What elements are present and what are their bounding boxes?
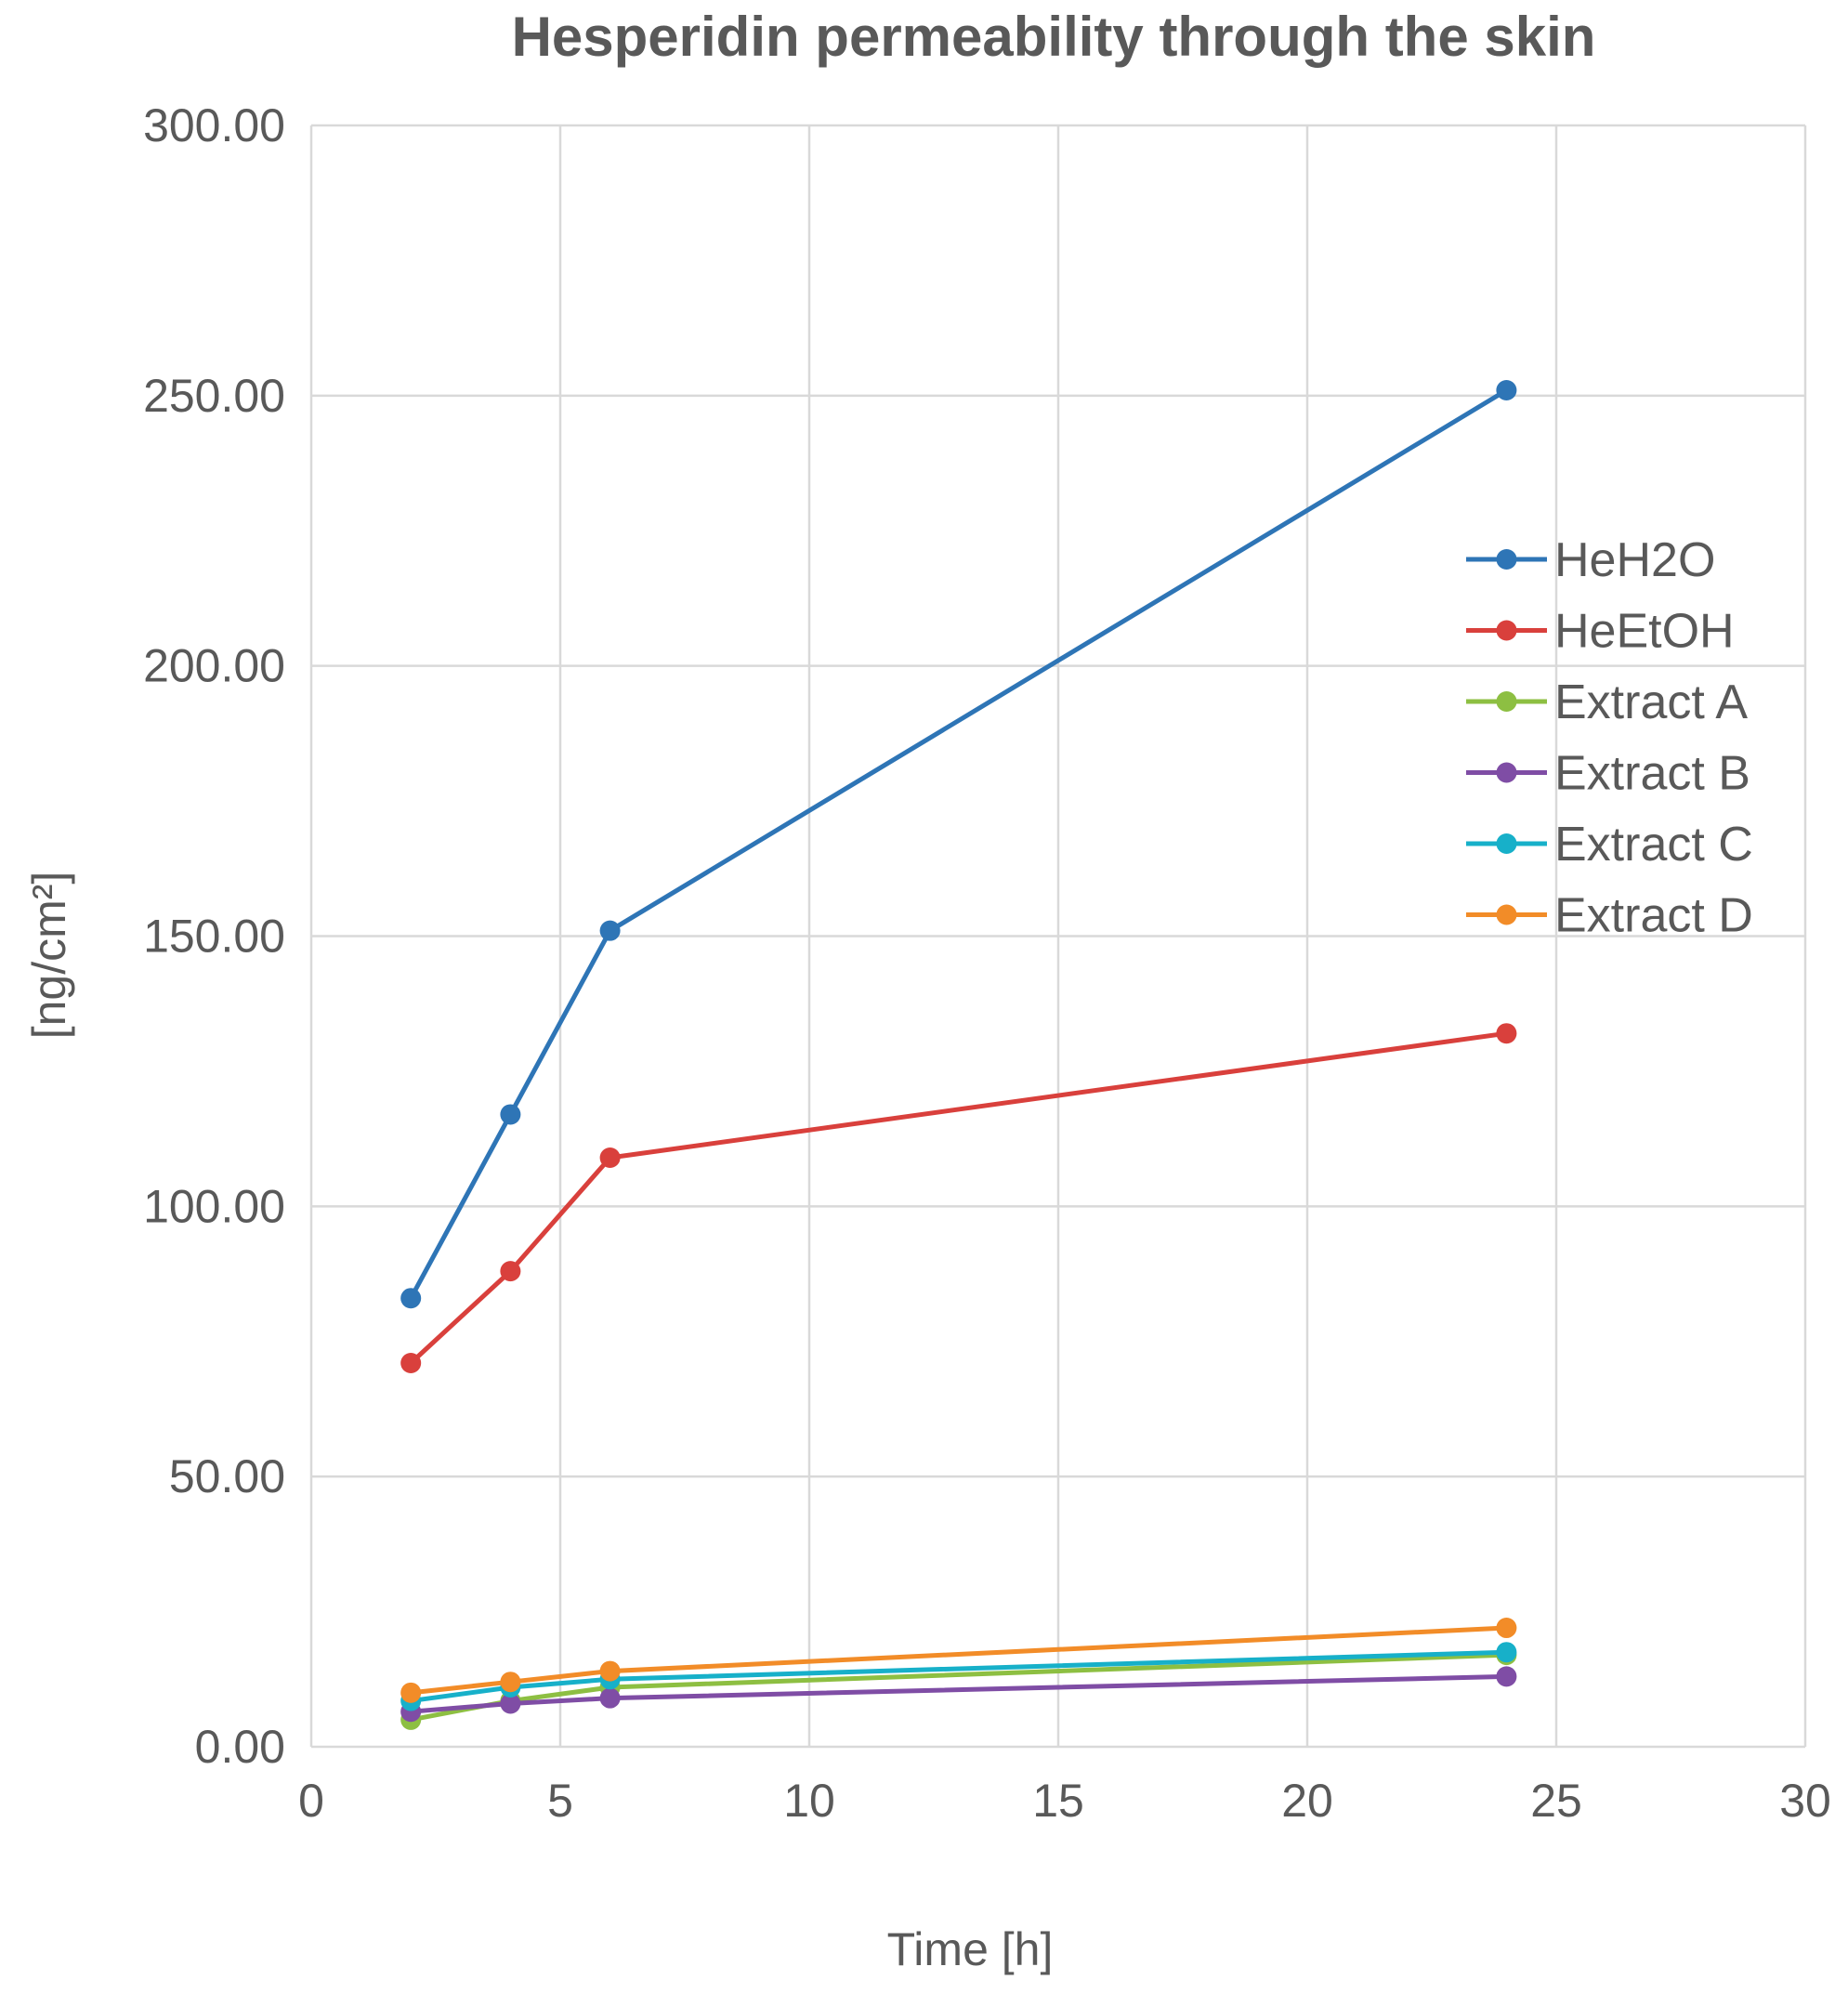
data-point-heh2o — [500, 1104, 521, 1125]
legend-item-heh2o: HeH2O — [1466, 533, 1715, 587]
y-axis-ticks: 0.00 50.00 100.00 150.00 200.00 250.00 300.00 — [143, 99, 285, 1773]
legend-swatch-marker — [1496, 762, 1517, 783]
y-axis-label: [ng/cm²] — [23, 872, 75, 1040]
y-tick-label: 0.00 — [195, 1721, 285, 1773]
legend-label: Extract A — [1554, 675, 1748, 729]
data-point-extract-d — [500, 1672, 521, 1693]
y-tick-label: 300.00 — [143, 99, 285, 151]
data-point-heh2o — [400, 1288, 422, 1309]
legend-item-heetoh: HeEtOH — [1466, 605, 1735, 659]
y-tick-label: 150.00 — [143, 911, 285, 963]
data-point-extract-b — [599, 1687, 621, 1709]
series-line-heetoh — [409, 1030, 1507, 1365]
data-point-extract-d — [400, 1682, 422, 1703]
legend-label: Extract B — [1554, 747, 1750, 801]
data-point-extract-d — [599, 1660, 621, 1682]
legend-swatch-marker — [1496, 620, 1517, 641]
data-point-heetoh — [400, 1353, 422, 1374]
legend-swatch-marker — [1496, 691, 1517, 712]
x-tick-label: 25 — [1530, 1775, 1582, 1827]
legend: HeH2O HeEtOH Extract A Extract B Extract C Ex… — [1466, 533, 1753, 943]
data-point-heh2o — [599, 920, 621, 941]
legend-swatch-marker — [1496, 833, 1517, 854]
legend-item-extract-d: Extract D — [1466, 889, 1753, 943]
x-tick-label: 30 — [1779, 1775, 1831, 1827]
y-tick-label: 100.00 — [143, 1180, 285, 1232]
legend-label: Extract C — [1554, 818, 1753, 872]
x-tick-label: 10 — [783, 1775, 835, 1827]
data-point-extract-c — [1496, 1642, 1517, 1663]
y-tick-label: 50.00 — [169, 1450, 285, 1502]
legend-item-extract-c: Extract C — [1466, 818, 1753, 872]
legend-label: Extract D — [1554, 889, 1753, 943]
legend-swatch-marker — [1496, 549, 1517, 570]
x-axis-ticks: 0 5 10 15 20 25 30 — [298, 1775, 1831, 1827]
series-line-extract-d — [410, 1625, 1507, 1696]
data-point-extract-d — [1496, 1618, 1517, 1639]
series-line-extract-a — [410, 1652, 1507, 1723]
data-point-heetoh — [1496, 1023, 1517, 1044]
legend-item-extract-b: Extract B — [1466, 747, 1750, 801]
series-line-extract-b — [410, 1673, 1507, 1714]
x-tick-label: 5 — [547, 1775, 573, 1827]
data-point-heetoh — [500, 1261, 521, 1282]
data-point-extract-b — [500, 1693, 521, 1714]
x-tick-label: 0 — [298, 1775, 324, 1827]
y-tick-label: 250.00 — [143, 370, 285, 422]
legend-item-extract-a: Extract A — [1466, 675, 1748, 729]
chart-title: Hesperidin permeability through the skin — [512, 6, 1596, 68]
series-group — [400, 380, 1517, 1730]
series-line-extract-c — [410, 1649, 1507, 1704]
y-tick-label: 200.00 — [143, 640, 285, 692]
x-tick-label: 15 — [1032, 1775, 1084, 1827]
legend-label: HeEtOH — [1554, 605, 1735, 659]
series-line-heh2o — [409, 387, 1508, 1300]
data-point-extract-b — [1496, 1666, 1517, 1687]
legend-label: HeH2O — [1554, 533, 1715, 587]
grid — [309, 124, 1807, 1749]
data-point-heetoh — [599, 1147, 621, 1168]
data-point-heh2o — [1496, 380, 1517, 401]
x-axis-label: Time [h] — [887, 1923, 1054, 1975]
x-tick-label: 20 — [1281, 1775, 1333, 1827]
legend-swatch-marker — [1496, 904, 1517, 925]
